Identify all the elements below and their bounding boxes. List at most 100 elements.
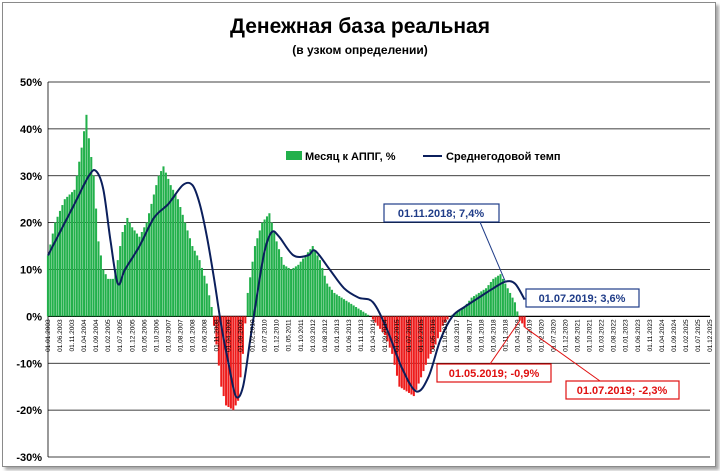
- bar: [210, 307, 213, 317]
- y-tick-label: 20%: [20, 218, 42, 230]
- bar: [99, 255, 102, 317]
- y-tick-label: 50%: [20, 77, 42, 89]
- bar: [302, 258, 305, 317]
- bar: [417, 316, 420, 384]
- x-tick-label: 01.01.2018: [478, 319, 485, 352]
- bar: [444, 316, 447, 323]
- bar: [148, 213, 151, 317]
- bar: [116, 260, 119, 317]
- bar: [155, 185, 158, 317]
- bar: [97, 241, 100, 317]
- bar: [280, 257, 283, 317]
- bar: [261, 222, 264, 317]
- x-tick-label: 01.07.2025: [695, 319, 702, 352]
- bar: [265, 216, 269, 317]
- bar: [335, 294, 338, 317]
- bar: [145, 222, 148, 317]
- x-tick-label: 01.05.2016: [430, 319, 437, 352]
- x-tick-label: 01.07.2015: [406, 319, 413, 352]
- x-tick-layer: 01.01.2003 01.06.2003 01.11.2003 01.04.2004…: [45, 319, 714, 352]
- bar: [338, 296, 341, 317]
- bar: [330, 289, 334, 317]
- x-tick-label: 01.09.2024: [671, 319, 678, 352]
- bar: [225, 316, 228, 406]
- bar: [468, 300, 471, 317]
- bar: [85, 114, 88, 317]
- x-tick-label: 01.10.2016: [442, 319, 449, 352]
- bar: [169, 185, 172, 317]
- x-tick-label: 01.12.2005: [129, 319, 136, 352]
- bar: [511, 297, 514, 317]
- x-tick-label: 01.03.2007: [165, 319, 172, 352]
- bar: [364, 313, 367, 317]
- bar: [350, 303, 353, 317]
- bar: [473, 296, 476, 317]
- bar: [408, 316, 411, 393]
- bar: [186, 230, 189, 317]
- bar: [494, 277, 497, 317]
- legend-line-label: Среднегодовой темп: [446, 151, 561, 163]
- bar: [263, 219, 266, 317]
- x-tick-label: 01.06.2023: [635, 319, 642, 352]
- annotation-leader-may-2019: [489, 320, 521, 365]
- bar: [87, 138, 90, 317]
- bar: [162, 166, 165, 317]
- bar: [513, 302, 516, 317]
- bar: [275, 241, 278, 317]
- bar: [49, 244, 52, 317]
- bar: [321, 267, 324, 317]
- x-tick-label: 01.09.2004: [93, 319, 100, 352]
- x-tick-label: 01.04.2014: [370, 319, 377, 352]
- bar: [140, 232, 143, 317]
- bar: [355, 307, 358, 317]
- x-tick-label: 01.09.2009: [238, 319, 245, 352]
- bar: [499, 274, 502, 317]
- bar: [239, 316, 242, 378]
- x-tick-label: 01.12.2010: [274, 319, 281, 352]
- bar: [109, 278, 112, 317]
- bar: [393, 316, 396, 365]
- bar: [516, 311, 519, 317]
- x-tick-label: 01.01.2003: [45, 319, 52, 352]
- bar: [446, 316, 449, 320]
- bar: [318, 260, 321, 317]
- bar: [203, 275, 206, 317]
- bar: [343, 299, 346, 317]
- annotation-label-may-2019: 01.05.2019; -0,9%: [449, 368, 540, 380]
- x-tick-label: 01.07.2010: [262, 319, 269, 352]
- legend: Месяц к АППГ, % Среднегодовой темп: [286, 151, 561, 163]
- bar: [179, 207, 182, 317]
- bar: [504, 283, 507, 317]
- x-tick-label: 01.10.2011: [298, 319, 305, 351]
- bar: [278, 249, 281, 317]
- y-tick-label: 0%: [26, 311, 42, 323]
- bar: [492, 278, 495, 317]
- bar: [131, 227, 134, 317]
- bar: [292, 267, 295, 317]
- x-tick-label: 01.01.2023: [623, 319, 630, 352]
- bar: [176, 199, 179, 317]
- bar: [66, 196, 69, 317]
- bar: [95, 208, 98, 317]
- bar: [376, 316, 379, 326]
- bar: [328, 286, 331, 317]
- bar: [174, 194, 177, 317]
- annotation-label-nov-2018: 01.11.2018; 7,4%: [398, 208, 484, 220]
- bar: [359, 310, 362, 317]
- bar: [246, 292, 249, 317]
- bar: [133, 230, 136, 317]
- bar: [244, 316, 247, 324]
- annotation-label-jul-2019-month: 01.07.2019; -2,3%: [577, 385, 668, 397]
- y-tick-label: -20%: [16, 405, 42, 417]
- x-tick-label: 01.06.2013: [346, 319, 353, 352]
- bar: [208, 295, 211, 317]
- annotation-box-may-2019: [436, 363, 552, 383]
- bar: [290, 269, 293, 317]
- x-tick-label: 01.09.2019: [526, 319, 533, 352]
- bar: [135, 233, 139, 317]
- bar: [441, 316, 444, 326]
- bar: [323, 275, 326, 317]
- bar: [51, 233, 54, 317]
- x-tick-label: 01.06.2003: [57, 319, 64, 352]
